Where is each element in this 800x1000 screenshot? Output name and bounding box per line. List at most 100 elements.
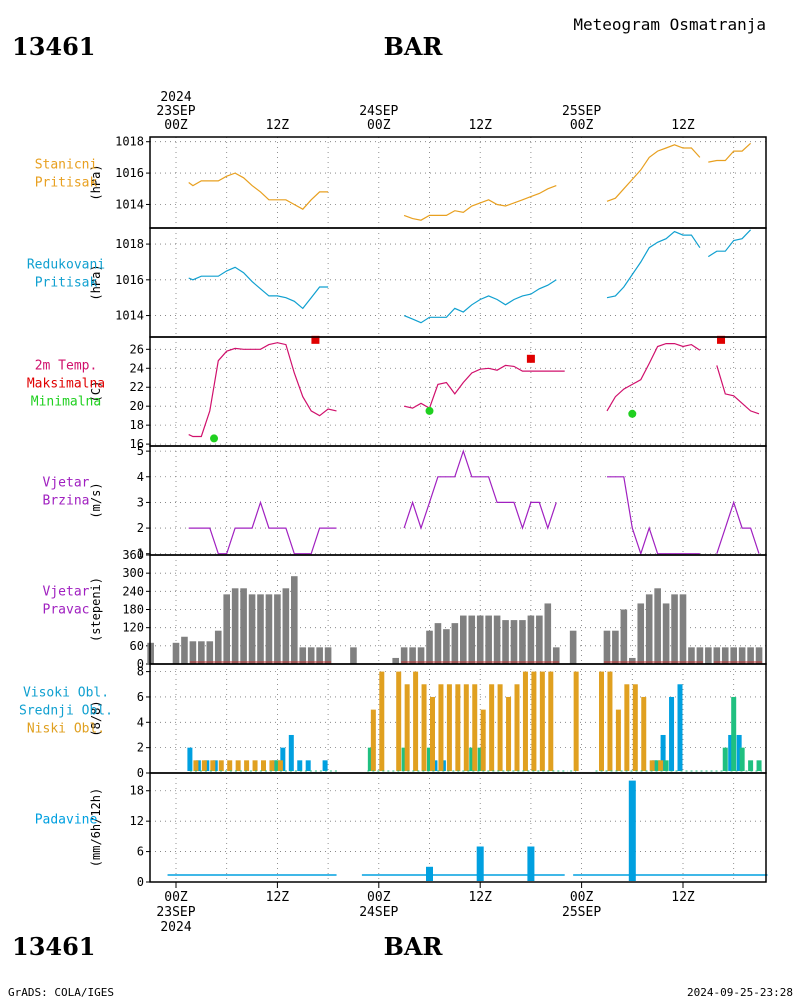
wind-dir-bar: [434, 623, 442, 664]
y-tick-label: 1016: [115, 166, 144, 180]
station-id-top: 13461: [12, 32, 96, 61]
wind-dir-bar: [400, 647, 408, 664]
wind-dir-bar: [257, 594, 264, 664]
wind-dir-bar: [417, 647, 425, 664]
top-time-label: 25SEP: [562, 104, 601, 119]
cloud-bar: [739, 747, 745, 771]
cloud-bar: [379, 671, 385, 771]
cloud-bar: [624, 684, 630, 771]
cloud-bar: [489, 684, 495, 771]
panel-frame: [149, 336, 767, 447]
series-line: [606, 343, 701, 412]
panel-redukovani: 1014 1016 1018 (hPa)Redukovani Pritisak: [27, 227, 767, 338]
wind-dir-bar: [316, 647, 323, 664]
y-tick-label: 20: [130, 399, 144, 413]
cloud-bar: [722, 747, 728, 771]
panels: 101410161018(hPa)StanicniPritisak1014101…: [19, 135, 768, 889]
y-tick-label: 18: [130, 418, 144, 432]
series-line: [188, 500, 337, 555]
wind-dir-bar: [502, 620, 509, 664]
wind-dir-bar: [299, 647, 307, 664]
y-axis-label: (stepeni): [89, 577, 103, 642]
max-temp-marker: [717, 335, 726, 344]
wind-dir-bar: [307, 647, 315, 664]
bottom-time-label: 12Z: [468, 890, 492, 905]
cloud-bar: [615, 709, 621, 771]
series-line: [707, 229, 752, 258]
bottom-time-label: 2024: [160, 920, 191, 935]
wind-dir-bar: [223, 594, 230, 664]
credit-text: GrADS: COLA/IGES: [8, 986, 114, 999]
wind-dir-bar: [206, 641, 214, 664]
y-tick-label: 26: [130, 342, 144, 356]
panel-label: Vjetar: [43, 476, 90, 491]
timestamp-text: 2024-09-25-23:28: [687, 986, 793, 999]
cloud-bar: [463, 684, 469, 771]
wind-dir-bar: [629, 657, 636, 664]
y-tick-label: 18: [130, 784, 144, 798]
y-axis-label: (hPa): [89, 264, 103, 300]
panel-label: Niski Obl.: [27, 722, 105, 737]
wind-dir-bar: [645, 594, 653, 664]
wind-dir-bar: [654, 588, 661, 664]
cloud-bar: [322, 760, 328, 771]
bottom-time-label: 00Z: [164, 890, 188, 905]
top-time-label: 2024: [160, 90, 191, 105]
panel-label: Pritisak: [35, 176, 98, 191]
series-line: [403, 364, 565, 409]
top-time-label: 12Z: [671, 118, 695, 133]
series-line: [606, 144, 701, 202]
cloud-bar: [477, 747, 483, 771]
wind-dir-bar: [519, 620, 526, 664]
wind-dir-bar: [679, 594, 687, 664]
cloud-bar: [401, 747, 407, 771]
y-tick-label: 1016: [115, 273, 144, 287]
y-tick-label: 8: [137, 665, 144, 679]
y-tick-label: 3: [137, 495, 144, 509]
cloud-bar: [305, 760, 311, 771]
cloud-bar: [649, 760, 655, 771]
top-time-label: 00Z: [570, 118, 594, 133]
cloud-bar: [573, 671, 579, 771]
top-time-label: 12Z: [266, 118, 290, 133]
panel-precip: 0 6 12 18 (mm/6h/12h)Padavine: [35, 772, 768, 889]
series-line: [607, 476, 700, 556]
station-id-bottom: 13461: [12, 932, 96, 961]
wind-dir-bar: [688, 647, 695, 664]
series-line: [716, 365, 760, 415]
series-line: [716, 500, 760, 554]
max-temp-marker: [311, 335, 320, 344]
cloud-bar: [269, 760, 275, 771]
wind-dir-bar: [620, 609, 628, 664]
panel-label: 2m Temp.: [35, 359, 98, 374]
wind-dir-bar: [291, 576, 298, 664]
cloud-bar: [655, 760, 661, 771]
panel-label: Stanicni: [35, 158, 98, 173]
panel-label: Minimalna: [31, 395, 101, 410]
cloud-bar: [660, 734, 666, 771]
series-line: [403, 449, 557, 531]
panel-label: Pritisak: [35, 276, 98, 291]
wind-dir-bar: [231, 588, 239, 664]
series-line: [188, 266, 329, 310]
cloud-bar: [531, 671, 537, 771]
panel-label: Maksimalna: [27, 377, 105, 392]
panel-wind_speed: 1 2 3 4 5 (m/s)Vjetar Brzina: [43, 444, 767, 561]
wind-dir-bar: [493, 615, 501, 664]
min-temp-marker: [628, 409, 637, 418]
cloud-bar: [430, 696, 435, 771]
wind-dir-bar: [527, 615, 535, 664]
cloud-bar: [297, 760, 303, 771]
cloud-bar: [277, 760, 283, 771]
y-tick-label: 16: [130, 437, 144, 451]
min-temp-marker: [210, 434, 219, 443]
cloud-bar: [748, 760, 754, 771]
cloud-bar: [427, 747, 432, 771]
cloud-bar: [663, 760, 669, 771]
y-tick-label: 0: [137, 657, 144, 671]
cloud-bar: [280, 747, 286, 771]
wind-dir-bar: [350, 647, 357, 664]
top-time-label: 00Z: [164, 118, 188, 133]
y-axis-label: (8/8): [89, 700, 103, 736]
wind-dir-bar: [451, 623, 459, 664]
